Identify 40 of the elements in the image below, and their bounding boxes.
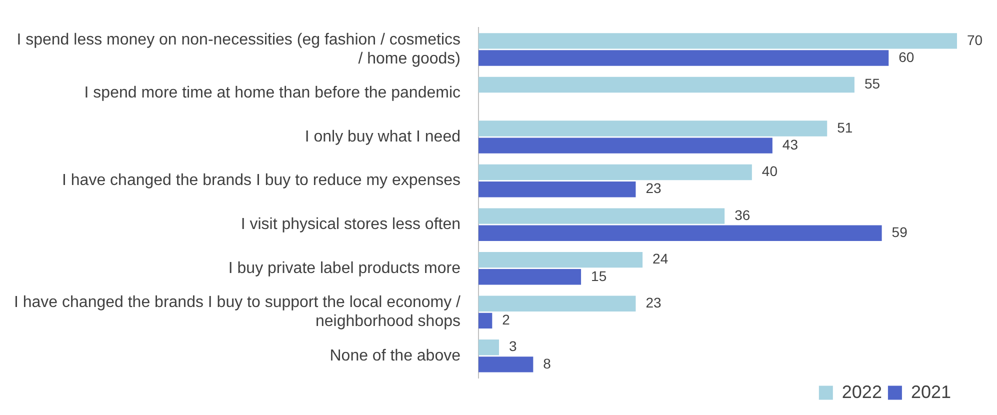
y-tick-label: None of the above bbox=[330, 347, 461, 364]
data-label: 2 bbox=[502, 312, 510, 328]
data-label: 23 bbox=[646, 180, 662, 196]
data-label: 40 bbox=[762, 163, 778, 180]
data-label: 59 bbox=[892, 224, 908, 240]
y-tick-label: I visit physical stores less often bbox=[240, 216, 460, 233]
bar bbox=[478, 269, 582, 285]
legend-label: 2022 bbox=[842, 382, 882, 402]
data-label: 51 bbox=[837, 119, 853, 136]
bar bbox=[478, 50, 889, 66]
data-label: 8 bbox=[543, 355, 552, 372]
bar bbox=[478, 208, 725, 224]
y-tick-label: I only buy what I need bbox=[304, 128, 460, 146]
data-label: 70 bbox=[967, 32, 983, 48]
y-tick-label: I spend less money on non-necessities (eg fashion / cosmetics / home goods) bbox=[16, 31, 460, 68]
data-label: 60 bbox=[898, 48, 914, 65]
bar bbox=[478, 120, 828, 136]
bar bbox=[478, 340, 500, 356]
bar bbox=[478, 312, 492, 329]
y-tick-label: I have changed the brands I buy to reduce my expenses bbox=[62, 172, 460, 190]
legend-label: 2021 bbox=[910, 382, 952, 402]
data-label: 3 bbox=[509, 338, 518, 354]
data-label: 24 bbox=[652, 250, 668, 267]
data-label: 43 bbox=[782, 136, 798, 152]
y-tick-label: I have changed the brands I buy to support the local economy / neighborhood shops bbox=[14, 294, 462, 330]
bar bbox=[478, 181, 636, 198]
bar bbox=[478, 76, 854, 93]
bar bbox=[478, 356, 534, 372]
bar bbox=[478, 252, 643, 268]
bar bbox=[478, 33, 957, 49]
bar bbox=[478, 296, 636, 312]
y-tick-label: I buy private label products more bbox=[228, 260, 461, 277]
data-label: 36 bbox=[734, 206, 750, 223]
bar bbox=[478, 225, 882, 241]
y-tick-label: I spend more time at home than before the pandemic bbox=[84, 84, 460, 102]
bar bbox=[478, 138, 772, 154]
data-label: 15 bbox=[591, 268, 607, 284]
data-label: 23 bbox=[646, 294, 662, 310]
bar bbox=[478, 164, 752, 180]
data-label: 55 bbox=[864, 76, 880, 92]
